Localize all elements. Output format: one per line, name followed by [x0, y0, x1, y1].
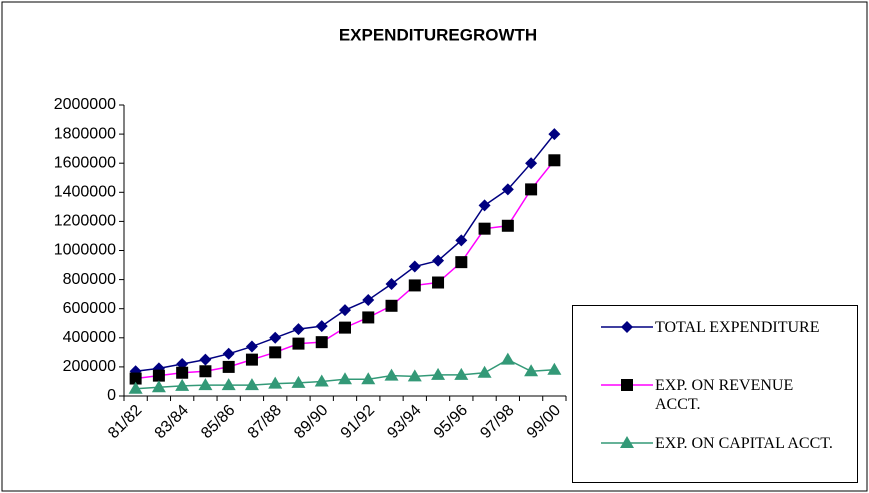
data-point	[455, 234, 468, 247]
data-point	[407, 369, 422, 382]
y-tick-label: 1200000	[54, 213, 116, 230]
legend-marker	[621, 379, 633, 391]
data-point	[314, 374, 329, 387]
legend-swatch	[601, 379, 653, 391]
legend-marker	[621, 321, 633, 333]
legend-swatch	[601, 321, 653, 333]
data-point	[384, 368, 399, 381]
data-point	[199, 365, 212, 378]
data-point	[245, 353, 258, 366]
y-tick-label: 1600000	[54, 154, 116, 171]
data-point	[525, 183, 538, 196]
legend-swatch	[601, 436, 653, 448]
legend-label: EXP. ON REVENUE ACCT.	[655, 377, 794, 413]
data-point	[175, 378, 190, 391]
legend-entry: EXP. ON CAPITAL ACCT.	[573, 434, 840, 454]
data-point	[500, 352, 515, 365]
data-point	[385, 299, 398, 312]
y-tick-label: 0	[107, 387, 116, 404]
data-point	[199, 353, 212, 366]
data-point	[339, 304, 351, 317]
data-point	[478, 222, 491, 235]
y-tick-label: 400000	[63, 329, 116, 346]
data-point	[152, 369, 165, 382]
data-point	[268, 376, 283, 389]
data-point	[338, 372, 352, 385]
data-point	[315, 320, 328, 333]
legend-label: EXP. ON CAPITAL ACCT.	[655, 435, 833, 452]
y-tick-label: 1000000	[54, 242, 116, 259]
data-point	[548, 128, 561, 141]
data-point	[128, 381, 143, 394]
data-point	[339, 321, 351, 334]
data-point	[454, 367, 469, 380]
data-point	[361, 372, 376, 385]
data-point	[269, 346, 282, 359]
data-point	[245, 340, 258, 353]
data-point	[408, 279, 421, 292]
data-point	[292, 337, 305, 350]
legend-label: TOTAL EXPENDITURE	[655, 319, 820, 336]
data-point	[408, 260, 421, 273]
data-point	[501, 183, 514, 196]
data-point	[292, 323, 305, 336]
data-point	[501, 219, 514, 232]
data-point	[432, 254, 445, 267]
data-point	[362, 311, 375, 324]
data-point	[198, 378, 213, 391]
y-tick-label: 2000000	[54, 96, 116, 113]
data-point	[151, 380, 166, 393]
data-point	[222, 347, 235, 360]
data-point	[222, 360, 235, 373]
data-point	[362, 293, 375, 306]
data-point	[244, 378, 259, 391]
y-tick-label: 1800000	[54, 125, 116, 142]
legend-entry: EXP. ON REVENUE ACCT.	[573, 376, 840, 414]
data-point	[455, 256, 468, 269]
legend-marker	[620, 436, 634, 448]
data-point	[291, 375, 306, 388]
data-point	[269, 331, 282, 344]
y-tick-label: 200000	[63, 358, 116, 375]
data-point	[547, 362, 562, 375]
legend: TOTAL EXPENDITURE EXP. ON REVENUE ACCT. EX…	[572, 305, 858, 483]
data-point	[385, 277, 398, 290]
y-tick-label: 1400000	[54, 184, 116, 201]
data-point	[176, 366, 189, 379]
data-point	[221, 378, 236, 391]
data-point	[432, 276, 445, 289]
y-tick-label: 600000	[63, 300, 116, 317]
data-point	[315, 336, 328, 349]
data-point	[548, 154, 561, 167]
data-point	[524, 364, 539, 377]
data-point	[477, 365, 492, 378]
chart-title: EXPENDITUREGROWTH	[339, 25, 537, 44]
data-point	[129, 372, 142, 385]
legend-entry: TOTAL EXPENDITURE	[573, 318, 840, 338]
y-tick-label: 800000	[63, 271, 116, 288]
data-point	[431, 367, 446, 380]
data-point	[478, 199, 491, 212]
data-point	[525, 157, 538, 170]
